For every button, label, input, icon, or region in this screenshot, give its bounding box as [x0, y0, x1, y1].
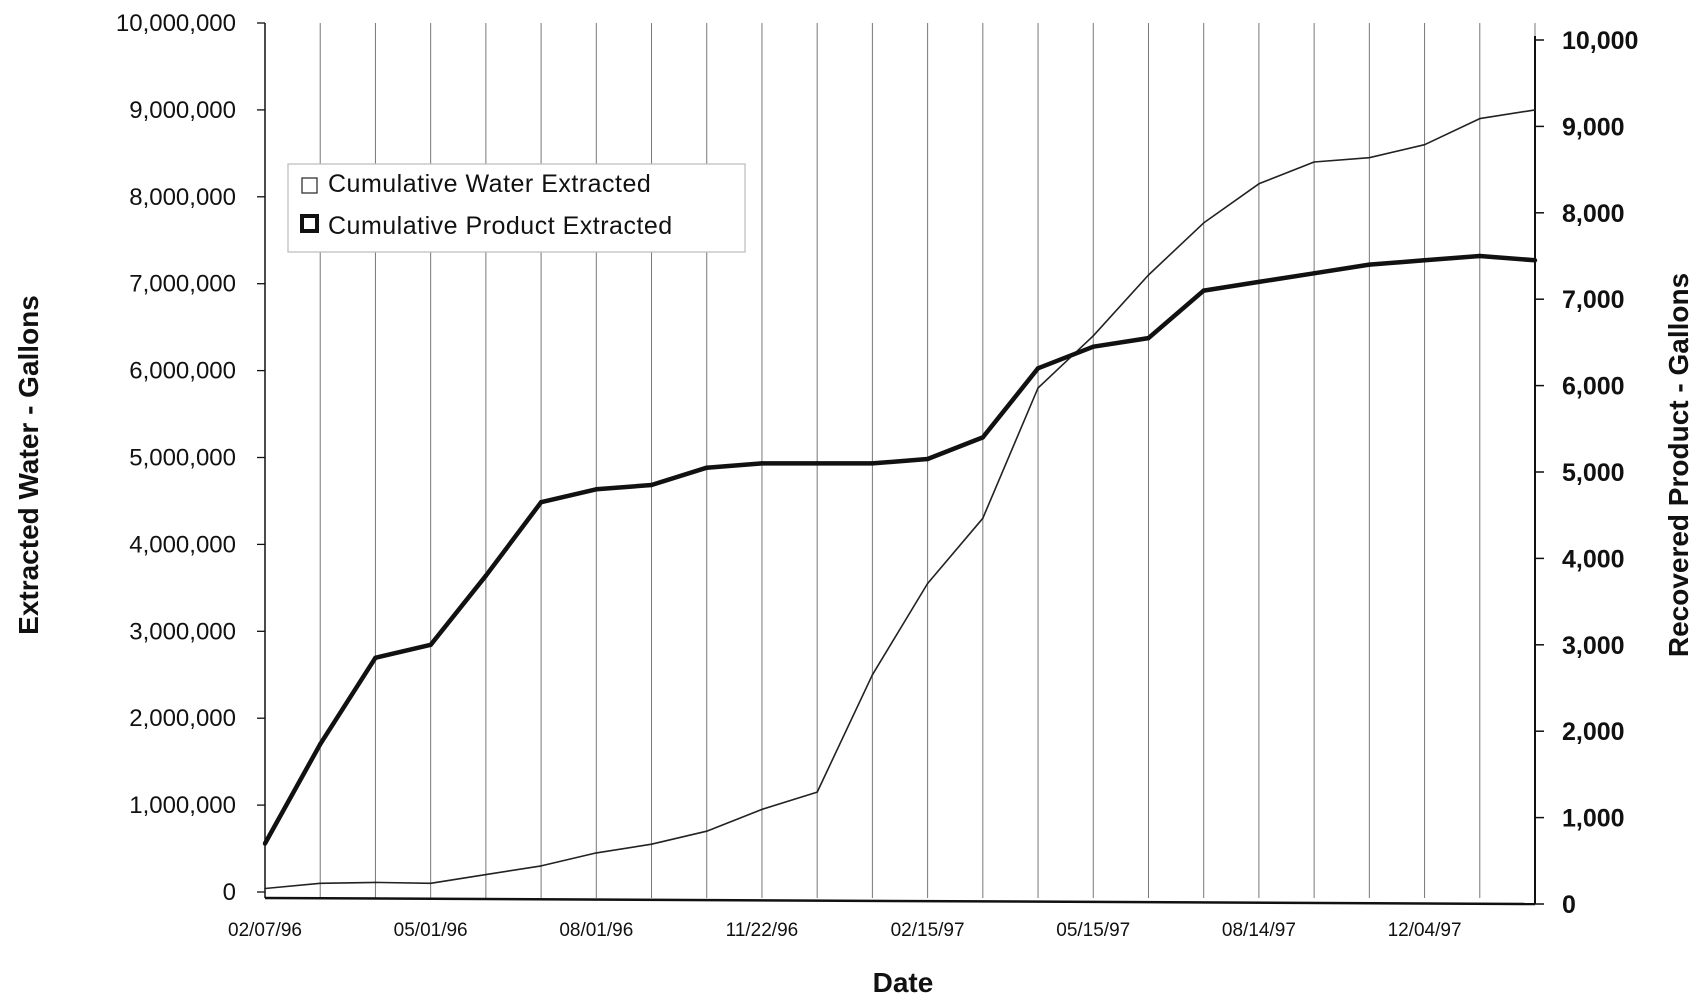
- data-point-product: [1422, 258, 1427, 263]
- data-point-water: [982, 517, 984, 520]
- legend-swatch-product: [300, 214, 319, 233]
- data-point-product: [870, 461, 875, 466]
- x-tick-label: 02/15/97: [891, 920, 965, 941]
- x-axis-title: Date: [873, 967, 934, 995]
- right-tick-label: 9,000: [1562, 113, 1625, 141]
- axes: [264, 23, 1536, 906]
- data-point-water: [1478, 117, 1481, 120]
- data-point-water: [871, 673, 874, 676]
- series-line-product: [263, 253, 1536, 845]
- data-point-water: [926, 582, 929, 585]
- data-point-water: [816, 791, 818, 793]
- left-tick-label: 7,000,000: [129, 271, 236, 298]
- data-point-water: [485, 873, 487, 876]
- data-point-water: [1092, 335, 1095, 337]
- data-point-water: [1313, 161, 1315, 163]
- data-point-water: [429, 882, 432, 885]
- x-tick-label: 02/07/96: [228, 920, 302, 941]
- series: [262, 109, 1538, 890]
- data-point-product: [373, 655, 378, 660]
- data-point-product: [594, 487, 599, 492]
- data-point-product: [1201, 288, 1206, 293]
- data-point-product: [759, 461, 765, 466]
- left-tick-label: 4,000,000: [129, 531, 236, 558]
- data-point-water: [1534, 109, 1536, 111]
- x-axis-ticks: 02/07/96 05/01/96 08/01/96 11/22/96 02/15/97…: [228, 920, 1462, 941]
- left-tick-label: 9,000,000: [129, 97, 236, 124]
- right-tick-label: 7,000: [1562, 286, 1625, 314]
- legend-label-water: Cumulative Water Extracted: [328, 170, 651, 198]
- data-point-water: [761, 808, 763, 811]
- data-point-product: [1311, 271, 1317, 276]
- x-tick-label: 12/04/97: [1388, 920, 1462, 941]
- series-line-water: [264, 109, 1536, 890]
- data-point-water: [1423, 143, 1426, 146]
- data-point-product: [925, 456, 930, 462]
- data-point-water: [1202, 222, 1205, 224]
- data-point-product: [1256, 279, 1262, 285]
- legend-box: [287, 163, 746, 253]
- left-tick-label: 0: [223, 879, 236, 906]
- x-tick-label: 05/01/96: [394, 920, 468, 941]
- right-tick-label: 6,000: [1562, 373, 1625, 401]
- data-point-product: [538, 500, 544, 505]
- right-tick-label: 5,000: [1562, 459, 1625, 487]
- left-tick-label: 6,000,000: [129, 358, 236, 385]
- data-point-water: [264, 887, 266, 890]
- left-tick-label: 3,000,000: [129, 618, 236, 645]
- right-tick-label: 0: [1562, 891, 1576, 919]
- legend-label-product: Cumulative Product Extracted: [328, 212, 673, 240]
- x-tick-label: 08/14/97: [1222, 920, 1296, 941]
- right-axis-ticks: 0 1,000 2,000 3,000 4,000 5,000 6,000 7,000 8,00…: [1535, 27, 1638, 919]
- left-tick-label: 1,000,000: [129, 792, 236, 819]
- data-point-product: [704, 465, 709, 470]
- data-point-water: [1258, 182, 1260, 185]
- data-point-product: [1532, 258, 1538, 263]
- left-axis-ticks: 0 1,000,000 2,000,000 3,000,000 4,000,000 5,0…: [116, 10, 265, 906]
- data-point-product: [649, 482, 654, 488]
- data-point-product: [1091, 344, 1096, 349]
- data-point-product: [262, 841, 268, 846]
- left-tick-label: 10,000,000: [116, 10, 236, 37]
- data-point-water: [705, 830, 708, 832]
- left-tick-label: 8,000,000: [129, 184, 236, 211]
- right-tick-label: 8,000: [1562, 200, 1625, 228]
- data-point-water: [595, 852, 598, 854]
- right-axis-title: Recovered Product - Gallons: [1663, 273, 1694, 657]
- data-point-product: [1035, 366, 1041, 371]
- left-tick-label: 5,000,000: [129, 445, 236, 472]
- data-point-product: [1367, 262, 1372, 267]
- data-point-water: [1147, 274, 1150, 276]
- right-tick-label: 3,000: [1562, 632, 1625, 660]
- right-tick-label: 4,000: [1562, 545, 1625, 573]
- right-tick-label: 2,000: [1562, 718, 1625, 746]
- data-point-product: [428, 642, 433, 647]
- data-point-water: [1037, 387, 1039, 389]
- x-tick-label: 08/01/96: [559, 920, 633, 941]
- data-point-product: [980, 435, 986, 440]
- data-point-water: [540, 865, 542, 867]
- data-point-product: [1146, 335, 1151, 341]
- data-point-product: [814, 461, 820, 466]
- legend: Cumulative Water Extracted Cumulative Pr…: [287, 163, 746, 253]
- x-axis-line: [264, 896, 1536, 906]
- right-tick-label: 1,000: [1562, 805, 1625, 833]
- data-point-product: [1477, 253, 1482, 259]
- data-point-water: [374, 881, 377, 884]
- legend-swatch-water: [301, 177, 318, 194]
- right-tick-label: 10,000: [1562, 27, 1638, 55]
- data-point-product: [483, 573, 489, 578]
- data-point-product: [318, 741, 323, 747]
- x-tick-label: 05/15/97: [1056, 920, 1130, 941]
- data-point-water: [319, 882, 322, 885]
- x-tick-label: 11/22/96: [726, 920, 799, 941]
- left-tick-label: 2,000,000: [129, 705, 236, 732]
- data-point-water: [650, 843, 653, 846]
- left-axis-title: Extracted Water - Gallons: [13, 295, 44, 635]
- data-point-water: [1368, 156, 1371, 159]
